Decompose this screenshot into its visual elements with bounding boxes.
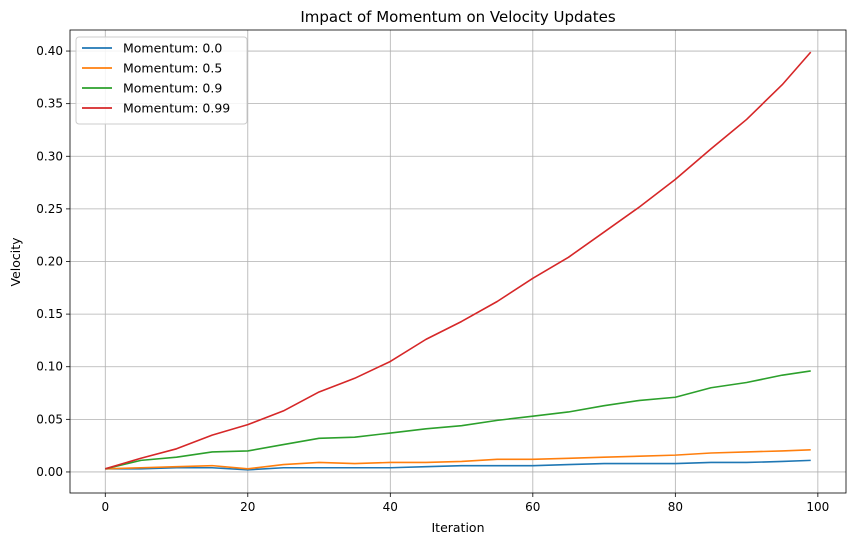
y-tick-label: 0.20	[36, 255, 63, 269]
series-line-0	[105, 459, 811, 471]
x-tick-label: 40	[383, 500, 398, 514]
series-lines	[105, 51, 812, 471]
x-tick-label: 0	[101, 500, 109, 514]
y-tick-label: 0.30	[36, 149, 63, 163]
x-tick-label: 80	[668, 500, 683, 514]
legend: Momentum: 0.0 Momentum: 0.5 Momentum: 0.9 M…	[75, 36, 248, 125]
x-tick-label: 60	[525, 500, 540, 514]
chart-title: Impact of Momentum on Velocity Updates	[300, 8, 615, 26]
y-tick-label: 0.00	[36, 465, 63, 479]
y-tick-label: 0.25	[36, 202, 63, 216]
legend-label-3: Momentum: 0.99	[123, 101, 230, 116]
legend-entries: Momentum: 0.0 Momentum: 0.5 Momentum: 0.9 M…	[82, 41, 230, 116]
x-tick-label: 20	[240, 500, 255, 514]
y-tick-label: 0.05	[36, 412, 63, 426]
axis-ticks: 0 20 40 60 80 100 0.00 0.05 0.10 0.15 0.20 0.25 0.30…	[36, 44, 829, 514]
y-axis-label: Velocity	[8, 237, 23, 287]
legend-label-1: Momentum: 0.5	[123, 61, 222, 76]
y-tick-label: 0.40	[36, 44, 63, 58]
series-line-2	[105, 370, 811, 470]
y-tick-label: 0.35	[36, 97, 63, 111]
grid	[70, 30, 846, 493]
x-tick-label: 100	[806, 500, 829, 514]
series-line-3	[105, 51, 812, 470]
series-line-1	[105, 449, 811, 470]
x-axis-label: Iteration	[431, 520, 484, 535]
legend-label-0: Momentum: 0.0	[123, 41, 222, 56]
y-tick-label: 0.15	[36, 307, 63, 321]
legend-box	[75, 36, 248, 125]
y-tick-label: 0.10	[36, 360, 63, 374]
legend-label-2: Momentum: 0.9	[123, 81, 222, 96]
